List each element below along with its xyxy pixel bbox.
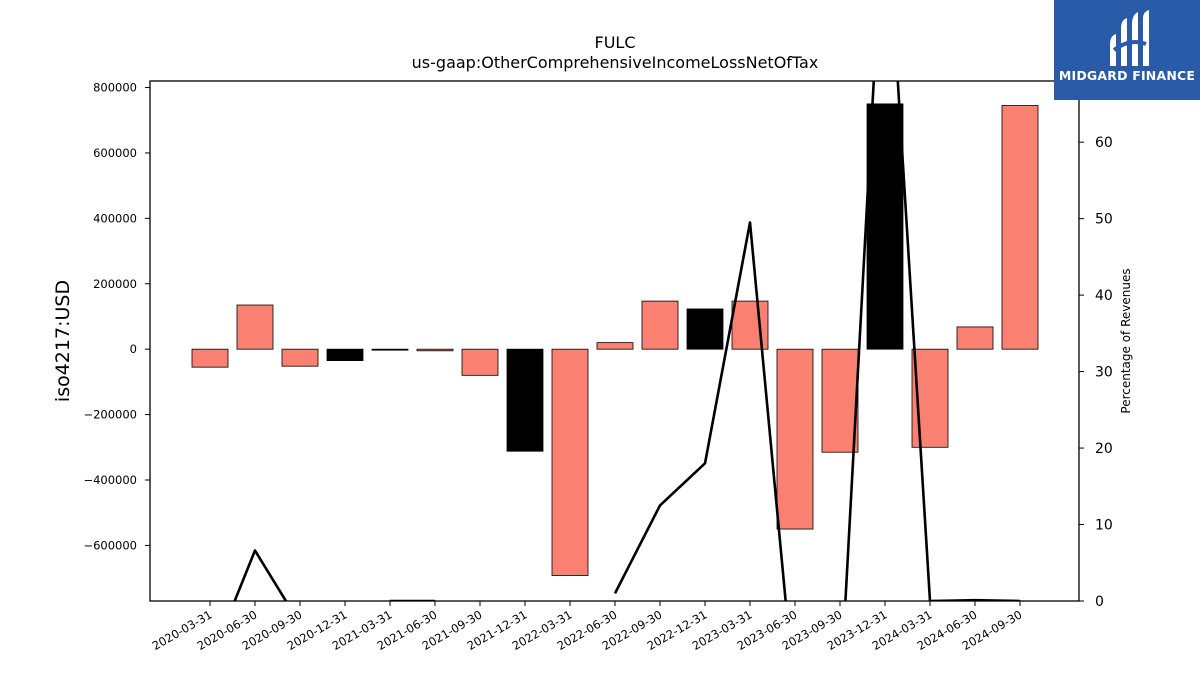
y-tick-label: 200000: [93, 277, 137, 291]
y-axis-left: −600000 −400000 −200000 0 200000 400000 600000…: [83, 81, 150, 552]
percentage-line-segment: [233, 549, 288, 601]
bar-2022-12-31: [686, 308, 724, 350]
y2-tick-label: 40: [1095, 288, 1113, 304]
y-tick-label: 800000: [93, 81, 137, 95]
y2-tick-label: 60: [1095, 135, 1113, 151]
bar-2021-12-31: [506, 348, 544, 452]
bar-2023-06-30: [776, 348, 814, 530]
bar-2022-09-30: [641, 300, 679, 350]
bar-2021-09-30: [461, 348, 499, 376]
bar-2022-06-30: [596, 342, 634, 350]
bar-2020-06-30: [236, 304, 274, 350]
bar-2020-03-31: [191, 348, 229, 368]
y-tick-label: −600000: [83, 538, 137, 552]
bar-2023-03-31: [731, 300, 769, 350]
x-axis: 2020-03-312020-06-302020-09-302020-12-31…: [150, 601, 1025, 653]
y-tick-label: 0: [130, 342, 137, 356]
bar-2024-09-30: [1001, 105, 1039, 350]
chart-title: FULC: [595, 33, 636, 52]
logo-text: MIDGARD FINANCE: [1058, 68, 1196, 83]
midgard-finance-logo: MIDGARD FINANCE: [1054, 0, 1200, 100]
y2-tick-label: 0: [1095, 594, 1104, 610]
bar-2023-09-30: [821, 348, 859, 453]
bar-2023-12-31: [866, 103, 904, 350]
plot-frame: [149, 80, 1080, 602]
y-tick-label: 600000: [93, 146, 137, 160]
bar-2021-06-30: [416, 348, 454, 352]
y-tick-label: 400000: [93, 211, 137, 225]
y-axis-right: 0 10 20 30 40 50 60: [1079, 135, 1113, 610]
y2-tick-label: 50: [1095, 212, 1113, 228]
midgard-logo-icon: [1110, 10, 1149, 66]
bar-2020-09-30: [281, 348, 319, 367]
y2-axis-label: Percentage of Revenues: [1119, 268, 1133, 413]
bar-2020-12-31: [326, 348, 364, 362]
bar-2021-03-31: [371, 348, 409, 351]
y2-tick-label: 20: [1095, 441, 1113, 457]
y-tick-label: −400000: [83, 473, 137, 487]
y2-tick-label: 10: [1095, 518, 1113, 534]
y-tick-label: −200000: [83, 408, 137, 422]
chart-subtitle: us-gaap:OtherComprehensiveIncomeLossNetO…: [412, 53, 819, 72]
y2-tick-label: 30: [1095, 365, 1113, 381]
bar-series: [191, 103, 1039, 576]
y-axis-label: iso4217:USD: [52, 280, 74, 402]
bar-2022-03-31: [551, 348, 589, 576]
bar-2024-06-30: [956, 326, 994, 350]
